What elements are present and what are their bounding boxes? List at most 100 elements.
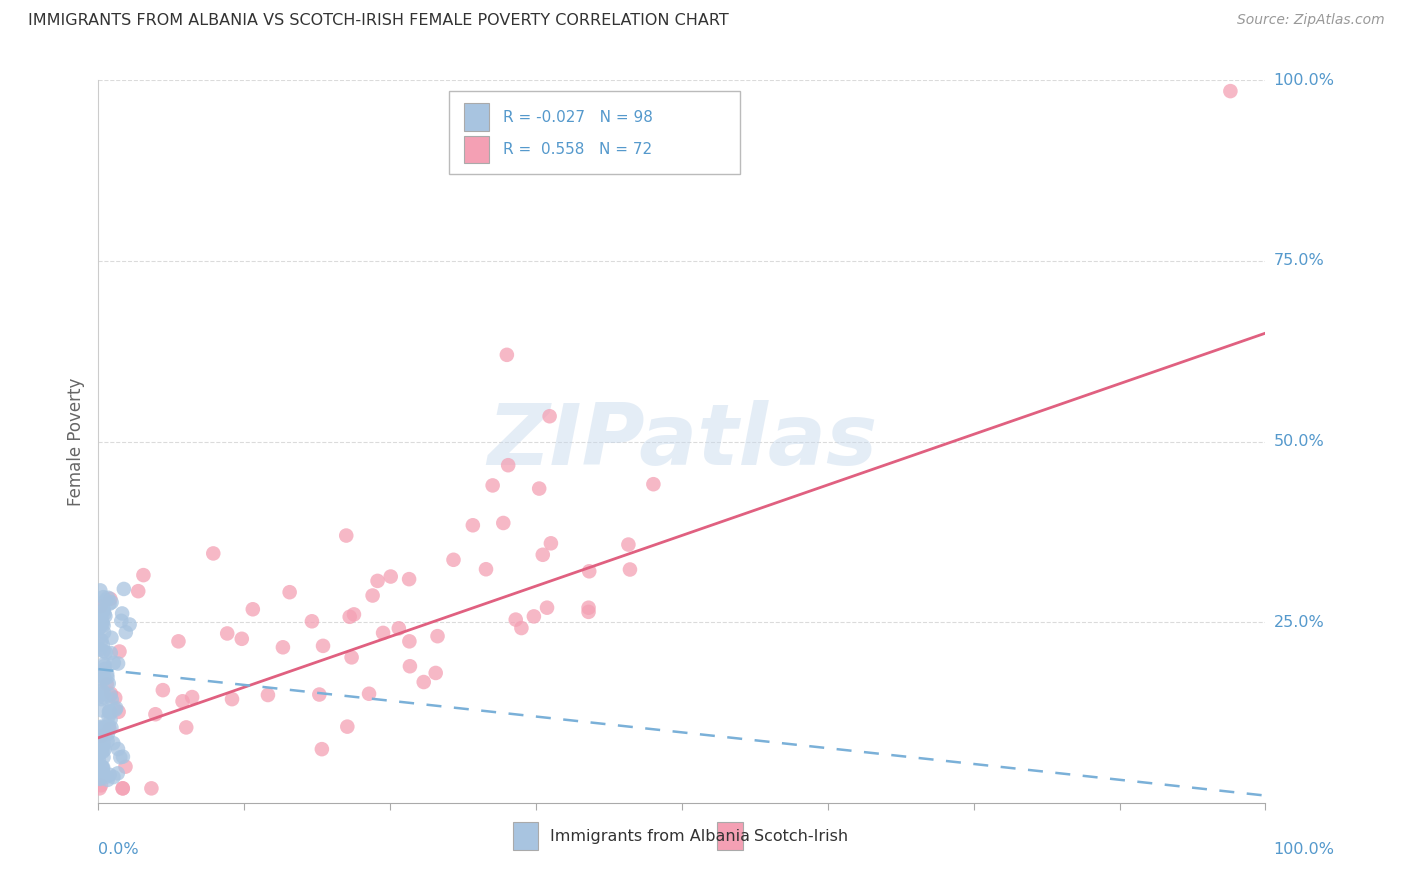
Point <box>90 612 112 626</box>
Text: Scotch-Irish: Scotch-Irish <box>754 829 848 844</box>
Point <box>202 546 225 560</box>
Point <box>181 690 204 704</box>
Point <box>87 745 110 759</box>
Point <box>357 687 380 701</box>
Point <box>114 625 136 640</box>
Point <box>443 553 465 567</box>
Point <box>91 616 114 631</box>
Point <box>510 621 533 635</box>
Point <box>97 772 120 787</box>
Point <box>98 704 121 718</box>
Point <box>108 644 131 658</box>
Point <box>93 672 115 686</box>
Point <box>339 609 361 624</box>
Point <box>90 599 112 614</box>
Point <box>114 759 136 773</box>
Point <box>97 705 120 719</box>
Point <box>89 747 111 762</box>
FancyBboxPatch shape <box>449 91 741 174</box>
Point <box>107 657 129 671</box>
Point <box>87 763 110 777</box>
Point <box>578 605 600 619</box>
Point <box>91 616 114 631</box>
Point <box>100 706 122 720</box>
Point <box>103 656 125 670</box>
Point <box>91 745 114 759</box>
Y-axis label: Female Poverty: Female Poverty <box>66 377 84 506</box>
Point <box>538 409 561 424</box>
Point <box>242 602 264 616</box>
Point <box>93 644 115 658</box>
Point <box>336 720 359 734</box>
Point <box>98 591 121 606</box>
Point <box>103 770 125 784</box>
Point <box>90 668 112 682</box>
Point <box>380 569 402 583</box>
Text: Immigrants from Albania: Immigrants from Albania <box>550 829 749 844</box>
Point <box>398 572 420 586</box>
Point <box>399 659 422 673</box>
Text: 75.0%: 75.0% <box>1274 253 1324 268</box>
Point <box>111 781 134 796</box>
Point <box>100 689 122 703</box>
Text: 25.0%: 25.0% <box>1274 615 1324 630</box>
Point <box>89 612 111 626</box>
Text: IMMIGRANTS FROM ALBANIA VS SCOTCH-IRISH FEMALE POVERTY CORRELATION CHART: IMMIGRANTS FROM ALBANIA VS SCOTCH-IRISH … <box>28 13 728 29</box>
Point <box>617 537 640 551</box>
Point <box>527 482 550 496</box>
Point <box>425 665 447 680</box>
Point <box>335 528 357 542</box>
Point <box>141 781 163 796</box>
Point <box>103 736 125 750</box>
Point <box>100 721 122 735</box>
Point <box>90 633 112 648</box>
Point <box>496 348 519 362</box>
Point <box>96 770 118 784</box>
Point <box>90 720 112 734</box>
Point <box>93 750 115 764</box>
Point <box>90 614 112 628</box>
Point <box>94 662 117 676</box>
Point <box>89 781 111 796</box>
Point <box>107 742 129 756</box>
Point <box>94 609 117 624</box>
Text: 50.0%: 50.0% <box>1274 434 1324 449</box>
Point <box>367 574 389 588</box>
Point <box>93 603 115 617</box>
Point <box>90 684 112 698</box>
Text: R = -0.027   N = 98: R = -0.027 N = 98 <box>503 110 654 125</box>
Point <box>461 518 484 533</box>
Point <box>111 607 134 621</box>
Point <box>87 632 110 646</box>
Point <box>87 690 110 705</box>
Point <box>118 617 141 632</box>
Point <box>107 766 129 780</box>
Point <box>100 646 122 660</box>
Point <box>104 703 127 717</box>
Point <box>93 736 115 750</box>
Point <box>90 703 112 717</box>
Text: ZIPatlas: ZIPatlas <box>486 400 877 483</box>
FancyBboxPatch shape <box>717 822 742 850</box>
Point <box>94 645 117 659</box>
Point <box>152 683 174 698</box>
Point <box>271 640 294 655</box>
Point <box>98 768 121 782</box>
Point <box>308 688 330 702</box>
Point <box>167 634 190 648</box>
Point <box>93 742 115 756</box>
Point <box>110 614 132 628</box>
Point <box>145 707 167 722</box>
Point <box>87 753 110 767</box>
Point <box>412 675 434 690</box>
Point <box>174 720 197 734</box>
Point <box>89 738 111 752</box>
Point <box>172 694 194 708</box>
Point <box>301 615 323 629</box>
Text: 100.0%: 100.0% <box>1274 842 1334 856</box>
Point <box>90 730 112 744</box>
Point <box>93 618 115 632</box>
Point <box>90 729 112 743</box>
Point <box>257 688 280 702</box>
Point <box>398 634 420 648</box>
